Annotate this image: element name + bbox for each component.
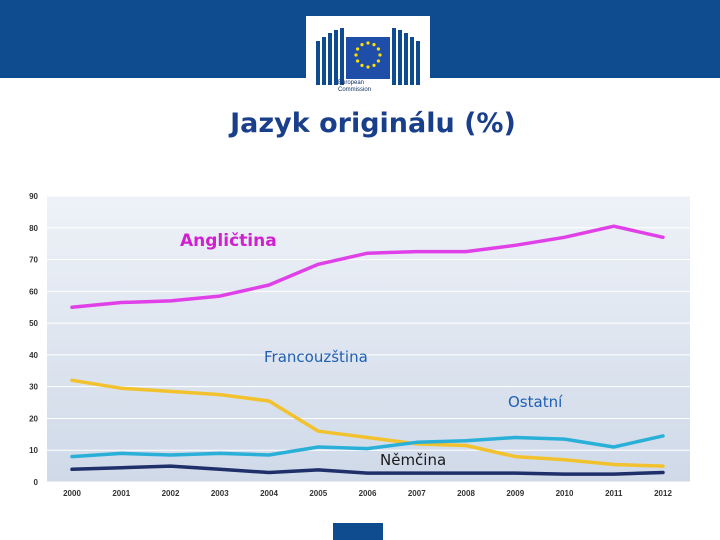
x-tick-label: 2011	[605, 489, 623, 498]
logo-caption: European Commission	[338, 80, 408, 94]
x-tick-label: 2002	[162, 489, 180, 498]
y-tick-label: 50	[29, 319, 38, 328]
berlaymont-building-icon	[316, 28, 420, 85]
series-label-1: Francouzština	[264, 348, 368, 366]
plot-area	[47, 196, 690, 482]
series-labels: Angličtina Francouzština Ostatní Němčina	[180, 231, 563, 469]
x-tick-label: 2009	[506, 489, 524, 498]
x-tick-label: 2010	[556, 489, 574, 498]
series-label-2: Ostatní	[508, 393, 563, 411]
y-tick-label: 90	[29, 192, 38, 201]
series-line-1	[70, 378, 665, 468]
x-tick-label: 2005	[309, 489, 327, 498]
series-line-3	[70, 464, 665, 476]
x-tick-label: 2006	[359, 489, 377, 498]
y-tick-label: 80	[29, 224, 38, 233]
x-tick-label: 2004	[260, 489, 278, 498]
series-label-3: Němčina	[380, 451, 446, 469]
logo-text-line1: European	[338, 80, 365, 86]
european-commission-logo: European Commission	[306, 16, 430, 102]
y-tick-label: 60	[29, 287, 38, 296]
y-tick-label: 30	[29, 383, 38, 392]
grid-lines	[47, 195, 690, 483]
y-tick-label: 20	[29, 414, 38, 423]
y-tick-label: 0	[34, 478, 39, 487]
y-axis-ticks: 0 10 20 30 40 50 60 70 80 90	[29, 192, 38, 487]
x-tick-label: 2001	[112, 489, 130, 498]
series-lines	[70, 224, 665, 476]
x-tick-label: 2000	[63, 489, 81, 498]
y-tick-label: 40	[29, 351, 38, 360]
series-line-2	[70, 434, 665, 459]
x-tick-label: 2003	[211, 489, 229, 498]
x-axis-ticks: 2000 2001 2002 2003 2004 2005 2006 2007 2008 2009…	[63, 489, 672, 498]
footer-tab	[333, 523, 383, 540]
series-line-0	[70, 224, 665, 309]
x-tick-label: 2007	[408, 489, 426, 498]
x-tick-label: 2012	[654, 489, 672, 498]
x-tick-label: 2008	[457, 489, 475, 498]
y-tick-label: 10	[29, 446, 38, 455]
logo-text-line2: Commission	[338, 87, 372, 93]
slide-title: Jazyk originálu (%)	[230, 108, 516, 139]
line-chart: 0 10 20 30 40 50 60 70 80 90 2000 2001 2002 2003 2004…	[29, 192, 690, 498]
y-tick-label: 70	[29, 256, 38, 265]
series-label-0: Angličtina	[180, 231, 277, 251]
